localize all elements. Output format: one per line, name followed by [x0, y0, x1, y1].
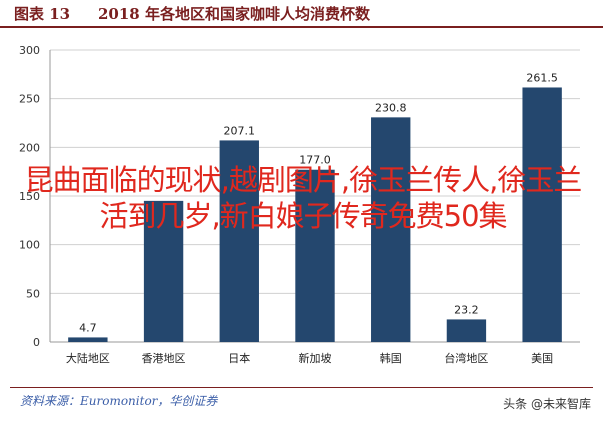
figure-label: 图表 13	[14, 5, 71, 23]
data-label: 4.7	[79, 321, 97, 334]
data-label: 177.0	[299, 154, 331, 167]
x-tick-label: 美国	[531, 352, 553, 365]
figure-header: 图表 13 2018 年各地区和国家咖啡人均消费杯数	[0, 0, 603, 28]
bar	[68, 337, 108, 342]
footer-divider	[10, 387, 593, 388]
y-tick-label: 50	[26, 287, 40, 300]
x-tick-label: 香港地区	[142, 352, 186, 365]
bar	[219, 140, 259, 342]
data-label: 207.1	[224, 124, 256, 137]
bar	[522, 87, 562, 342]
data-label: 23.2	[454, 303, 479, 316]
watermark: 头条 @未来智库	[503, 397, 591, 411]
bar	[143, 200, 184, 342]
bar-chart: 0 50 100 150 200 250 300 4.7 大陆地区 香港地区 207.1 日本 177.…	[19, 44, 580, 365]
data-label: 230.8	[375, 101, 407, 114]
chart-title: 2018 年各地区和国家咖啡人均消费杯数	[98, 5, 370, 23]
x-tick-label: 台湾地区	[444, 351, 488, 365]
x-tick-label: 韩国	[380, 351, 402, 365]
source-note: 资料来源：Euromonitor，华创证券	[20, 394, 218, 408]
y-tick-label: 200	[19, 141, 40, 154]
x-tick-label: 日本	[228, 351, 250, 365]
data-label: 261.5	[526, 71, 558, 84]
bar	[371, 117, 411, 342]
bar	[446, 319, 487, 342]
y-tick-label: 250	[19, 93, 40, 106]
y-tick-label: 100	[19, 239, 40, 252]
overlay-text: 昆曲面临的现状,越剧图片,徐玉兰传人,徐玉兰活到几岁,新白娘子传奇免费50集	[24, 163, 583, 233]
bar	[295, 169, 335, 342]
x-tick-label: 新加坡	[299, 351, 332, 365]
y-tick-label: 0	[33, 336, 40, 349]
y-tick-label: 150	[19, 190, 40, 203]
y-tick-label: 300	[19, 44, 40, 57]
x-tick-label: 大陆地区	[66, 351, 110, 365]
